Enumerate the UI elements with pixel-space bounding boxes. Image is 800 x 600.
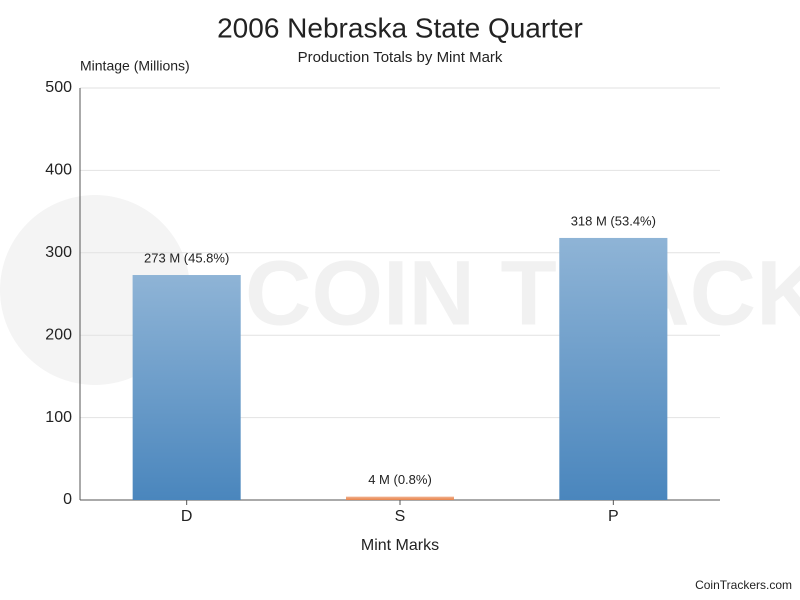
value-label: 273 M (45.8%) <box>144 250 229 265</box>
value-label: 4 M (0.8%) <box>368 472 432 487</box>
x-tick-label: S <box>395 508 406 525</box>
x-tick-label: P <box>608 508 619 525</box>
y-tick-label: 200 <box>45 326 72 343</box>
x-tick-label: D <box>181 508 193 525</box>
watermark: COIN TRACKERS <box>245 242 800 344</box>
y-tick-label: 300 <box>45 244 72 261</box>
value-label: 318 M (53.4%) <box>571 213 656 228</box>
y-tick-label: 100 <box>45 409 72 426</box>
bar-shine <box>132 275 241 500</box>
bar-shine <box>346 496 454 500</box>
x-axis-title: Mint Marks <box>361 537 439 554</box>
chart-title: 2006 Nebraska State Quarter <box>217 12 583 43</box>
y-tick-label: 0 <box>63 491 72 508</box>
bar-shine <box>559 237 668 500</box>
y-tick-label: 400 <box>45 162 72 179</box>
credit: CoinTrackers.com <box>695 578 792 592</box>
chart-subtitle: Production Totals by Mint Mark <box>298 49 503 66</box>
y-axis-title: Mintage (Millions) <box>80 58 190 74</box>
y-tick-label: 500 <box>45 79 72 96</box>
